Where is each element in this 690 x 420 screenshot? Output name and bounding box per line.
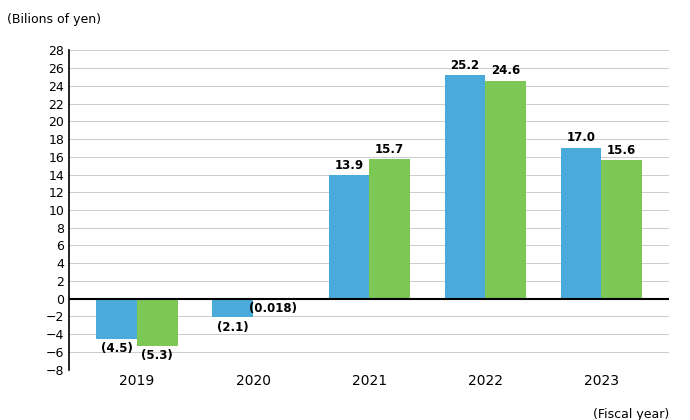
Bar	[369, 160, 410, 299]
Text: 25.2: 25.2	[451, 59, 480, 72]
Bar	[97, 299, 137, 339]
Bar	[561, 148, 602, 299]
Bar	[213, 299, 253, 317]
Text: (2.1): (2.1)	[217, 321, 248, 334]
Text: 24.6: 24.6	[491, 64, 520, 77]
Text: 15.7: 15.7	[375, 143, 404, 156]
Text: (Fiscal year): (Fiscal year)	[593, 408, 669, 420]
Text: (4.5): (4.5)	[101, 342, 132, 355]
Text: (5.3): (5.3)	[141, 349, 173, 362]
Text: 15.6: 15.6	[607, 144, 636, 157]
Bar	[328, 176, 369, 299]
Bar	[602, 160, 642, 299]
Text: (0.018): (0.018)	[249, 302, 297, 315]
Bar	[137, 299, 177, 346]
Text: 13.9: 13.9	[334, 159, 364, 172]
Bar	[444, 75, 485, 299]
Bar	[485, 81, 526, 299]
Text: (Bilions of yen): (Bilions of yen)	[7, 13, 101, 26]
Text: 17.0: 17.0	[566, 131, 595, 144]
